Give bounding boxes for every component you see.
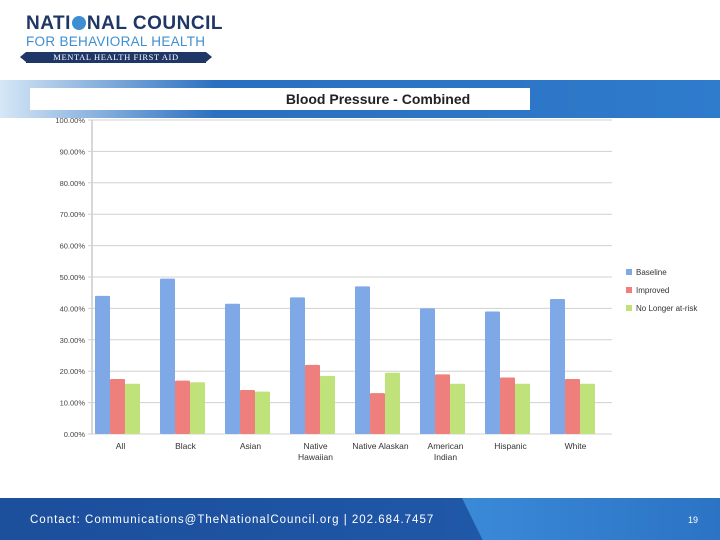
footer-accent <box>462 498 720 540</box>
y-tick-label: 30.00% <box>60 336 86 345</box>
x-tick-label: Hawaiian <box>298 452 333 462</box>
legend-label: No Longer at-risk <box>636 304 698 313</box>
title-plate <box>30 88 530 110</box>
bar-improved <box>500 377 515 434</box>
logo-program-ribbon: MENTAL HEALTH FIRST AID <box>20 52 212 63</box>
bar-no-longer-at-risk <box>580 383 595 434</box>
y-tick-label: 0.00% <box>64 430 86 439</box>
y-tick-label: 90.00% <box>60 147 86 156</box>
globe-icon <box>71 16 86 30</box>
legend-label: Baseline <box>636 268 667 277</box>
bar-baseline <box>290 297 305 434</box>
bar-baseline <box>550 298 565 434</box>
legend-swatch <box>626 287 632 293</box>
y-tick-label: 20.00% <box>60 367 86 376</box>
bar-chart: Blood Pressure - Combined 0.00% 10.00% 20.… <box>0 88 720 468</box>
bar-no-longer-at-risk <box>190 382 205 434</box>
y-tick-label: 10.00% <box>60 399 86 408</box>
bar-no-longer-at-risk <box>385 372 400 434</box>
bar-improved <box>110 379 125 434</box>
x-tick-label: Asian <box>240 441 262 451</box>
bar-baseline <box>225 303 240 434</box>
y-tick-label: 70.00% <box>60 210 86 219</box>
y-tick-label: 50.00% <box>60 273 86 282</box>
chart-title: Blood Pressure - Combined <box>286 91 470 107</box>
bar-no-longer-at-risk <box>450 383 465 434</box>
footer-contact: Contact: Communications@TheNationalCounc… <box>30 514 435 526</box>
logo-org-name: NATI NAL COUNCIL <box>26 13 223 34</box>
bar-improved <box>175 380 190 434</box>
bar-baseline <box>420 308 435 434</box>
x-tick-label: Indian <box>434 452 457 462</box>
bar-no-longer-at-risk <box>255 391 270 434</box>
x-tick-label: Black <box>175 441 197 451</box>
bar-no-longer-at-risk <box>515 383 530 434</box>
y-tick-label: 60.00% <box>60 242 86 251</box>
bar-improved <box>240 390 255 434</box>
bar-no-longer-at-risk <box>320 375 335 434</box>
legend-swatch <box>626 305 632 311</box>
y-tick-label: 40.00% <box>60 304 86 313</box>
x-tick-label: White <box>565 441 587 451</box>
x-tick-label: Hispanic <box>494 441 527 451</box>
bar-baseline <box>95 295 110 434</box>
bar-baseline <box>355 286 370 434</box>
legend-label: Improved <box>636 286 669 295</box>
x-tick-label: All <box>116 441 126 451</box>
bar-baseline <box>485 311 500 434</box>
bar-no-longer-at-risk <box>125 383 140 434</box>
bar-improved <box>565 379 580 434</box>
x-tick-label: American <box>428 441 464 451</box>
x-tick-label: Native <box>303 441 327 451</box>
legend-swatch <box>626 269 632 275</box>
y-tick-label: 80.00% <box>60 179 86 188</box>
y-tick-label: 100.00% <box>55 116 85 125</box>
bar-improved <box>435 374 450 434</box>
bar-improved <box>370 393 385 434</box>
national-council-logo: NATI NAL COUNCIL FOR BEHAVIORAL HEALTH ME… <box>20 13 223 63</box>
bar-baseline <box>160 278 175 434</box>
bar-improved <box>305 364 320 434</box>
logo-org-subtitle: FOR BEHAVIORAL HEALTH <box>26 34 206 49</box>
page-number: 19 <box>687 515 698 525</box>
x-tick-label: Native Alaskan <box>352 441 408 451</box>
